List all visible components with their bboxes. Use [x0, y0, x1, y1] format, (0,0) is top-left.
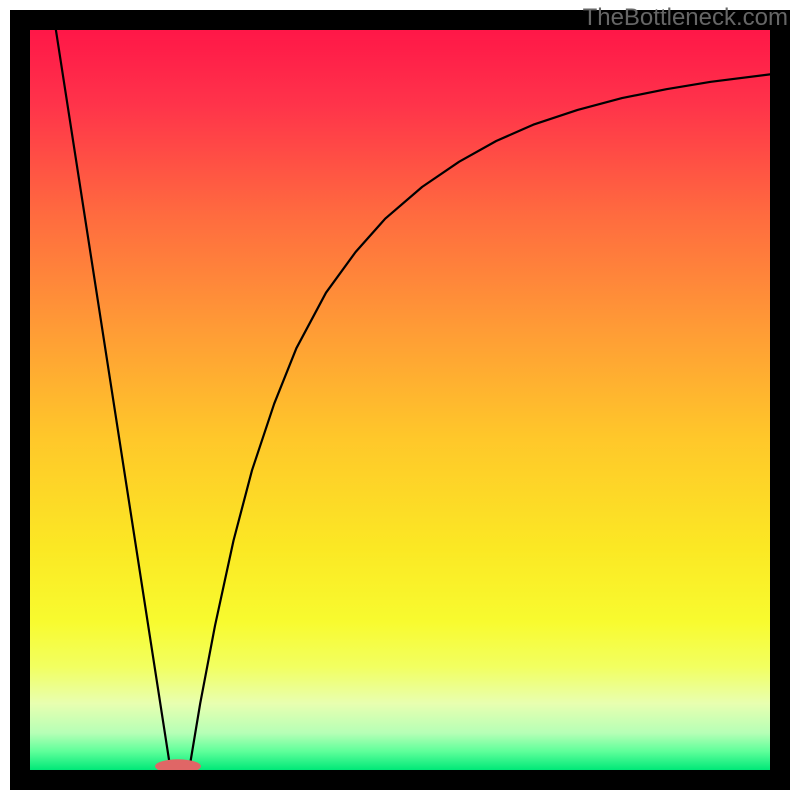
chart-container: TheBottleneck.com — [0, 0, 800, 800]
gradient-background — [30, 30, 770, 770]
bottleneck-chart — [0, 0, 800, 800]
watermark-text: TheBottleneck.com — [583, 4, 788, 32]
